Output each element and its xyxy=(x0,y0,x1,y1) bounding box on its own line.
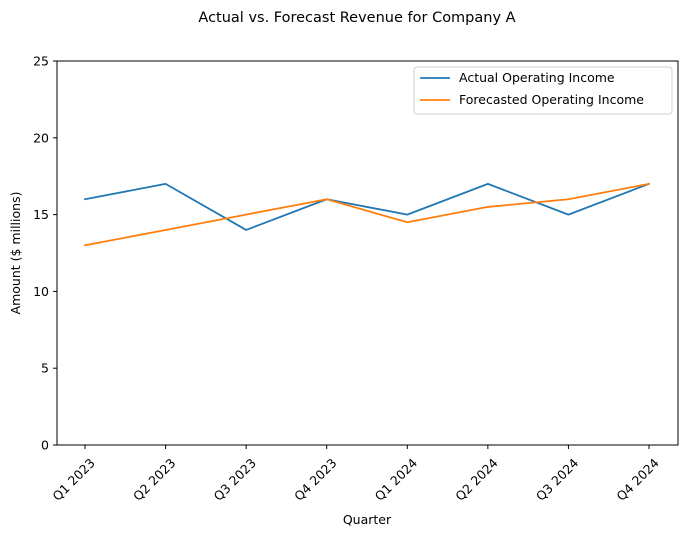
x-tick-label-q3-2024: Q3 2024 xyxy=(533,455,582,504)
y-tick-label-25: 25 xyxy=(33,54,49,69)
x-tick-label-q2-2023: Q2 2023 xyxy=(130,455,178,503)
chart-title: Actual vs. Forecast Revenue for Company … xyxy=(198,10,515,26)
legend-label-forecasted-operating-income: Forecasted Operating Income xyxy=(459,92,644,107)
series-line-actual-operating-income xyxy=(83,182,651,231)
y-tick-label-20: 20 xyxy=(33,130,49,145)
y-tick-label-5: 5 xyxy=(41,361,49,376)
x-axis-label: Quarter xyxy=(343,512,392,527)
y-tick-label-15: 15 xyxy=(33,207,49,222)
x-axis: Q1 2023 Q2 2023 Q3 2023 Q4 2023 Q1 2024 Q2 20… xyxy=(49,445,662,504)
plot-area-frame xyxy=(56,60,679,446)
x-tick-label-q4-2023: Q4 2023 xyxy=(291,455,339,503)
y-tick-label-10: 10 xyxy=(33,284,49,299)
legend: Actual Operating Income Forecasted Opera… xyxy=(413,66,673,115)
y-axis-label: Amount ($ millions) xyxy=(8,192,23,315)
x-tick-label-q3-2023: Q3 2023 xyxy=(211,455,259,503)
legend-frame xyxy=(413,66,673,115)
series-line-forecasted-operating-income xyxy=(83,182,651,247)
legend-label-actual-operating-income: Actual Operating Income xyxy=(459,70,615,85)
x-tick-label-q2-2024: Q2 2024 xyxy=(452,455,501,504)
y-tick-label-0: 0 xyxy=(41,438,49,453)
x-tick-label-q1-2024: Q1 2024 xyxy=(372,455,421,504)
series-layer xyxy=(83,182,651,247)
x-tick-label-q1-2023: Q1 2023 xyxy=(49,455,97,503)
y-axis: 0 5 10 15 20 25 xyxy=(33,54,57,453)
x-tick-label-q4-2024: Q4 2024 xyxy=(613,455,662,504)
